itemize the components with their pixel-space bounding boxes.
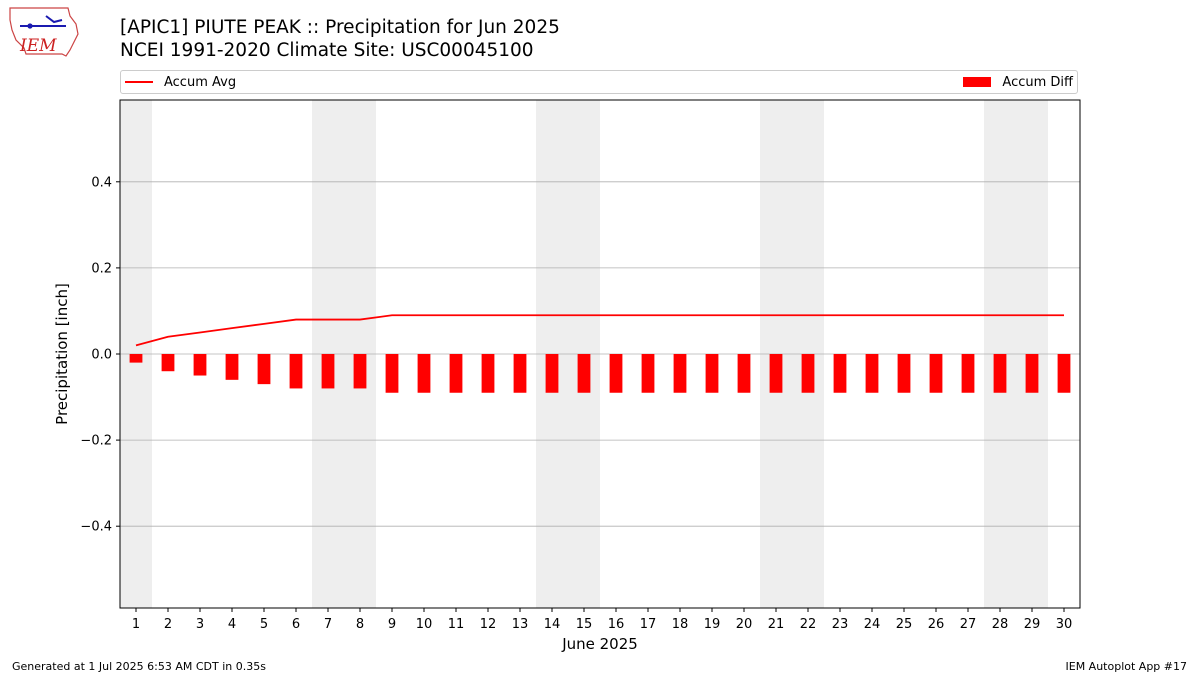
bar-accum-diff-26 (929, 354, 943, 393)
x-tick-label: 30 (1056, 617, 1073, 632)
bar-accum-diff-2 (161, 354, 175, 372)
bar-accum-diff-9 (385, 354, 399, 393)
x-axis-label: June 2025 (561, 635, 638, 653)
x-tick-label: 11 (448, 617, 465, 632)
accum-diff-bars (129, 354, 1071, 393)
bar-accum-diff-30 (1057, 354, 1071, 393)
x-tick-label: 14 (544, 617, 561, 632)
x-tick-label: 4 (228, 617, 236, 632)
svg-text:IEM: IEM (19, 36, 57, 56)
bar-accum-diff-22 (801, 354, 815, 393)
bar-accum-diff-10 (417, 354, 431, 393)
legend-item-accum-diff: Accum Diff (963, 74, 1073, 90)
bar-accum-diff-6 (289, 354, 303, 389)
x-tick-label: 12 (480, 617, 497, 632)
bar-accum-diff-27 (961, 354, 975, 393)
y-axis-label: Precipitation [inch] (53, 283, 71, 425)
legend-swatch-bar (963, 77, 992, 87)
bar-accum-diff-11 (449, 354, 463, 393)
bar-accum-diff-19 (705, 354, 719, 393)
bar-accum-diff-15 (577, 354, 591, 393)
gridlines (120, 181, 1080, 527)
x-tick-label: 3 (196, 617, 204, 632)
bar-accum-diff-17 (641, 354, 655, 393)
x-tick-label: 20 (736, 617, 753, 632)
x-tick-label: 15 (576, 617, 593, 632)
x-tick-label: 17 (640, 617, 657, 632)
x-tick-label: 22 (800, 617, 817, 632)
footer-generated-text: Generated at 1 Jul 2025 6:53 AM CDT in 0… (12, 660, 266, 673)
legend-label-accum-avg: Accum Avg (164, 74, 237, 90)
bar-accum-diff-8 (353, 354, 367, 389)
bar-accum-diff-4 (225, 354, 239, 380)
x-tick-label: 10 (416, 617, 433, 632)
x-tick-label: 28 (992, 617, 1009, 632)
bar-accum-diff-25 (897, 354, 911, 393)
x-tick-label: 27 (960, 617, 977, 632)
bar-accum-diff-29 (1025, 354, 1039, 393)
x-tick-label: 19 (704, 617, 721, 632)
accum-avg-line-group (135, 314, 1064, 347)
bar-accum-diff-16 (609, 354, 623, 393)
x-tick-label: 9 (388, 617, 396, 632)
y-tick-label: −0.4 (80, 520, 112, 535)
accum-avg-line (135, 314, 1064, 347)
bar-accum-diff-3 (193, 354, 207, 376)
legend-label-accum-diff: Accum Diff (1002, 74, 1073, 90)
x-tick-label: 26 (928, 617, 945, 632)
chart-title: [APIC1] PIUTE PEAK :: Precipitation for … (120, 17, 560, 38)
y-tick-label: 0.0 (91, 348, 112, 363)
bar-accum-diff-18 (673, 354, 687, 393)
y-tick-label: −0.2 (80, 434, 112, 449)
bar-accum-diff-24 (865, 354, 879, 393)
x-tick-label: 8 (356, 617, 364, 632)
x-tick-label: 21 (768, 617, 785, 632)
bar-accum-diff-12 (481, 354, 495, 393)
x-tick-label: 1 (132, 617, 140, 632)
x-tick-label: 5 (260, 617, 268, 632)
x-tick-label: 24 (864, 617, 881, 632)
chart-legend: Accum Avg Accum Diff (120, 70, 1078, 94)
footer-app-text: IEM Autoplot App #17 (1065, 660, 1188, 673)
y-tick-label: 0.4 (91, 175, 112, 190)
x-tick-label: 25 (896, 617, 913, 632)
bar-accum-diff-20 (737, 354, 751, 393)
x-tick-label: 7 (324, 617, 332, 632)
legend-swatch-line (125, 81, 153, 83)
iem-logo: IEM (9, 7, 79, 57)
bar-accum-diff-21 (769, 354, 783, 393)
x-tick-label: 16 (608, 617, 625, 632)
bar-accum-diff-23 (833, 354, 847, 393)
x-tick-label: 13 (512, 617, 529, 632)
x-tick-label: 29 (1024, 617, 1041, 632)
bar-accum-diff-7 (321, 354, 335, 389)
x-tick-label: 2 (164, 617, 172, 632)
legend-item-accum-avg: Accum Avg (125, 74, 236, 90)
chart-subtitle: NCEI 1991-2020 Climate Site: USC00045100 (120, 40, 534, 61)
x-tick-label: 6 (292, 617, 300, 632)
bar-accum-diff-5 (257, 354, 271, 385)
x-tick-label: 18 (672, 617, 689, 632)
bar-accum-diff-28 (993, 354, 1007, 393)
x-tick-label: 23 (832, 617, 849, 632)
bar-accum-diff-14 (545, 354, 559, 393)
y-tick-label: 0.2 (91, 261, 112, 276)
axis-ticks: 1 2 3 4 5 6 7 8 9 10 11 12 13 14 15 16 17 18 19 20 21 22 23 24 2… (80, 175, 1072, 632)
bar-accum-diff-13 (513, 354, 527, 393)
bar-accum-diff-1 (129, 354, 143, 363)
